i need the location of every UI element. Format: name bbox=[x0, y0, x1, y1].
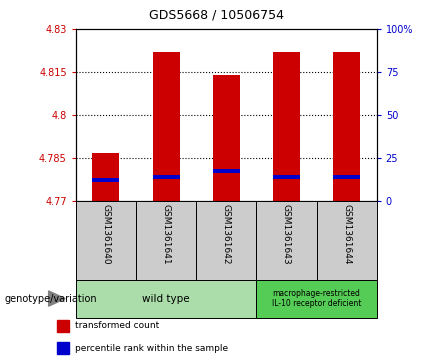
Text: macrophage-restricted
IL-10 receptor deficient: macrophage-restricted IL-10 receptor def… bbox=[272, 289, 361, 308]
FancyBboxPatch shape bbox=[256, 280, 377, 318]
Text: GSM1361644: GSM1361644 bbox=[342, 204, 351, 264]
Text: genotype/variation: genotype/variation bbox=[4, 294, 97, 303]
Text: wild type: wild type bbox=[142, 294, 190, 303]
Text: GSM1361643: GSM1361643 bbox=[282, 204, 291, 264]
FancyBboxPatch shape bbox=[256, 201, 317, 280]
Bar bbox=[92, 152, 120, 201]
Bar bbox=[152, 175, 180, 179]
FancyBboxPatch shape bbox=[76, 201, 136, 280]
FancyBboxPatch shape bbox=[76, 280, 256, 318]
Bar bbox=[152, 52, 180, 201]
Text: GDS5668 / 10506754: GDS5668 / 10506754 bbox=[149, 9, 284, 22]
Bar bbox=[92, 178, 120, 182]
Text: GSM1361640: GSM1361640 bbox=[101, 204, 110, 264]
Text: GSM1361641: GSM1361641 bbox=[162, 204, 171, 264]
FancyBboxPatch shape bbox=[196, 201, 256, 280]
Bar bbox=[273, 52, 300, 201]
Bar bbox=[213, 75, 240, 201]
Text: percentile rank within the sample: percentile rank within the sample bbox=[75, 344, 228, 352]
Bar bbox=[57, 320, 69, 332]
FancyBboxPatch shape bbox=[136, 201, 196, 280]
Bar bbox=[333, 175, 360, 179]
Polygon shape bbox=[48, 291, 65, 306]
Bar bbox=[333, 52, 360, 201]
Text: transformed count: transformed count bbox=[75, 322, 159, 330]
FancyBboxPatch shape bbox=[317, 201, 377, 280]
Bar bbox=[273, 175, 300, 179]
Bar bbox=[57, 342, 69, 354]
Text: GSM1361642: GSM1361642 bbox=[222, 204, 231, 264]
Bar bbox=[213, 169, 240, 174]
